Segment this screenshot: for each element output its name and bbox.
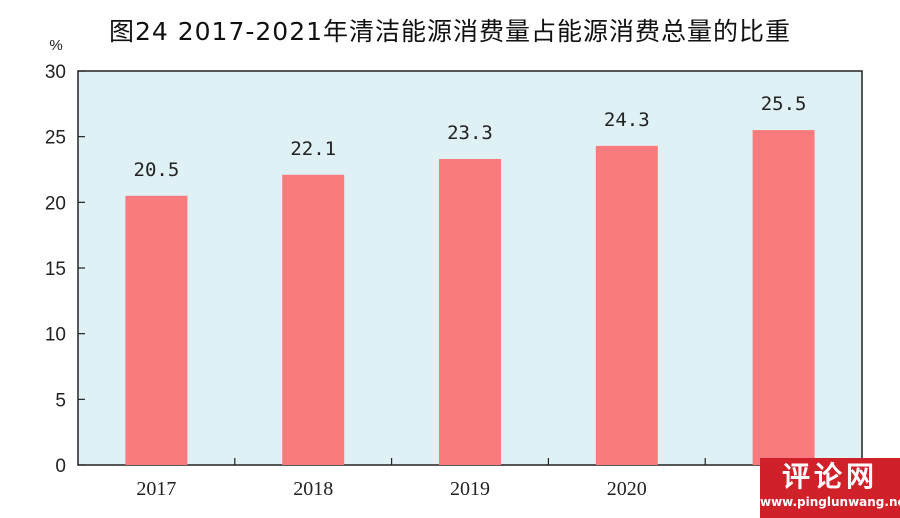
y-tick-label: 5: [55, 390, 66, 411]
y-tick-label: 10: [45, 325, 66, 346]
y-tick-label: 30: [45, 62, 66, 83]
x-tick-label-2020: 2020: [607, 478, 647, 500]
watermark-text: 评论网: [781, 460, 878, 493]
x-tick-label-2017: 2017: [136, 478, 176, 500]
data-label-2020: 24.3: [604, 109, 650, 131]
bar-2019: [439, 158, 501, 465]
watermark-url: www.pinglunwang.net: [760, 495, 900, 509]
bars: 20.5 22.1 23.3 24.3 25.5: [125, 93, 815, 466]
x-tick-label-2019: 2019: [450, 478, 490, 500]
bar-2021: [752, 130, 815, 465]
watermark-logo: 评论网 www.pinglunwang.net: [760, 458, 900, 518]
bar-2020: [595, 145, 658, 466]
y-axis: 0 5 10 15 20 25 30: [45, 62, 85, 477]
data-label-2018: 22.1: [290, 138, 336, 160]
data-label-2017: 20.5: [134, 159, 180, 181]
chart-title: 图24 2017-2021年清洁能源消费量占能源消费总量的比重: [108, 17, 792, 46]
data-label-2021: 25.5: [761, 93, 807, 115]
y-tick-label: 15: [45, 259, 66, 280]
x-tick-label-2018: 2018: [293, 478, 333, 500]
data-label-2019: 23.3: [447, 122, 493, 144]
y-tick-label: 25: [45, 128, 66, 149]
bar-2018: [282, 174, 345, 465]
y-tick-label: 20: [45, 193, 66, 214]
y-axis-unit: %: [49, 37, 62, 54]
y-tick-label: 0: [55, 456, 66, 477]
bar-2017: [125, 195, 188, 465]
